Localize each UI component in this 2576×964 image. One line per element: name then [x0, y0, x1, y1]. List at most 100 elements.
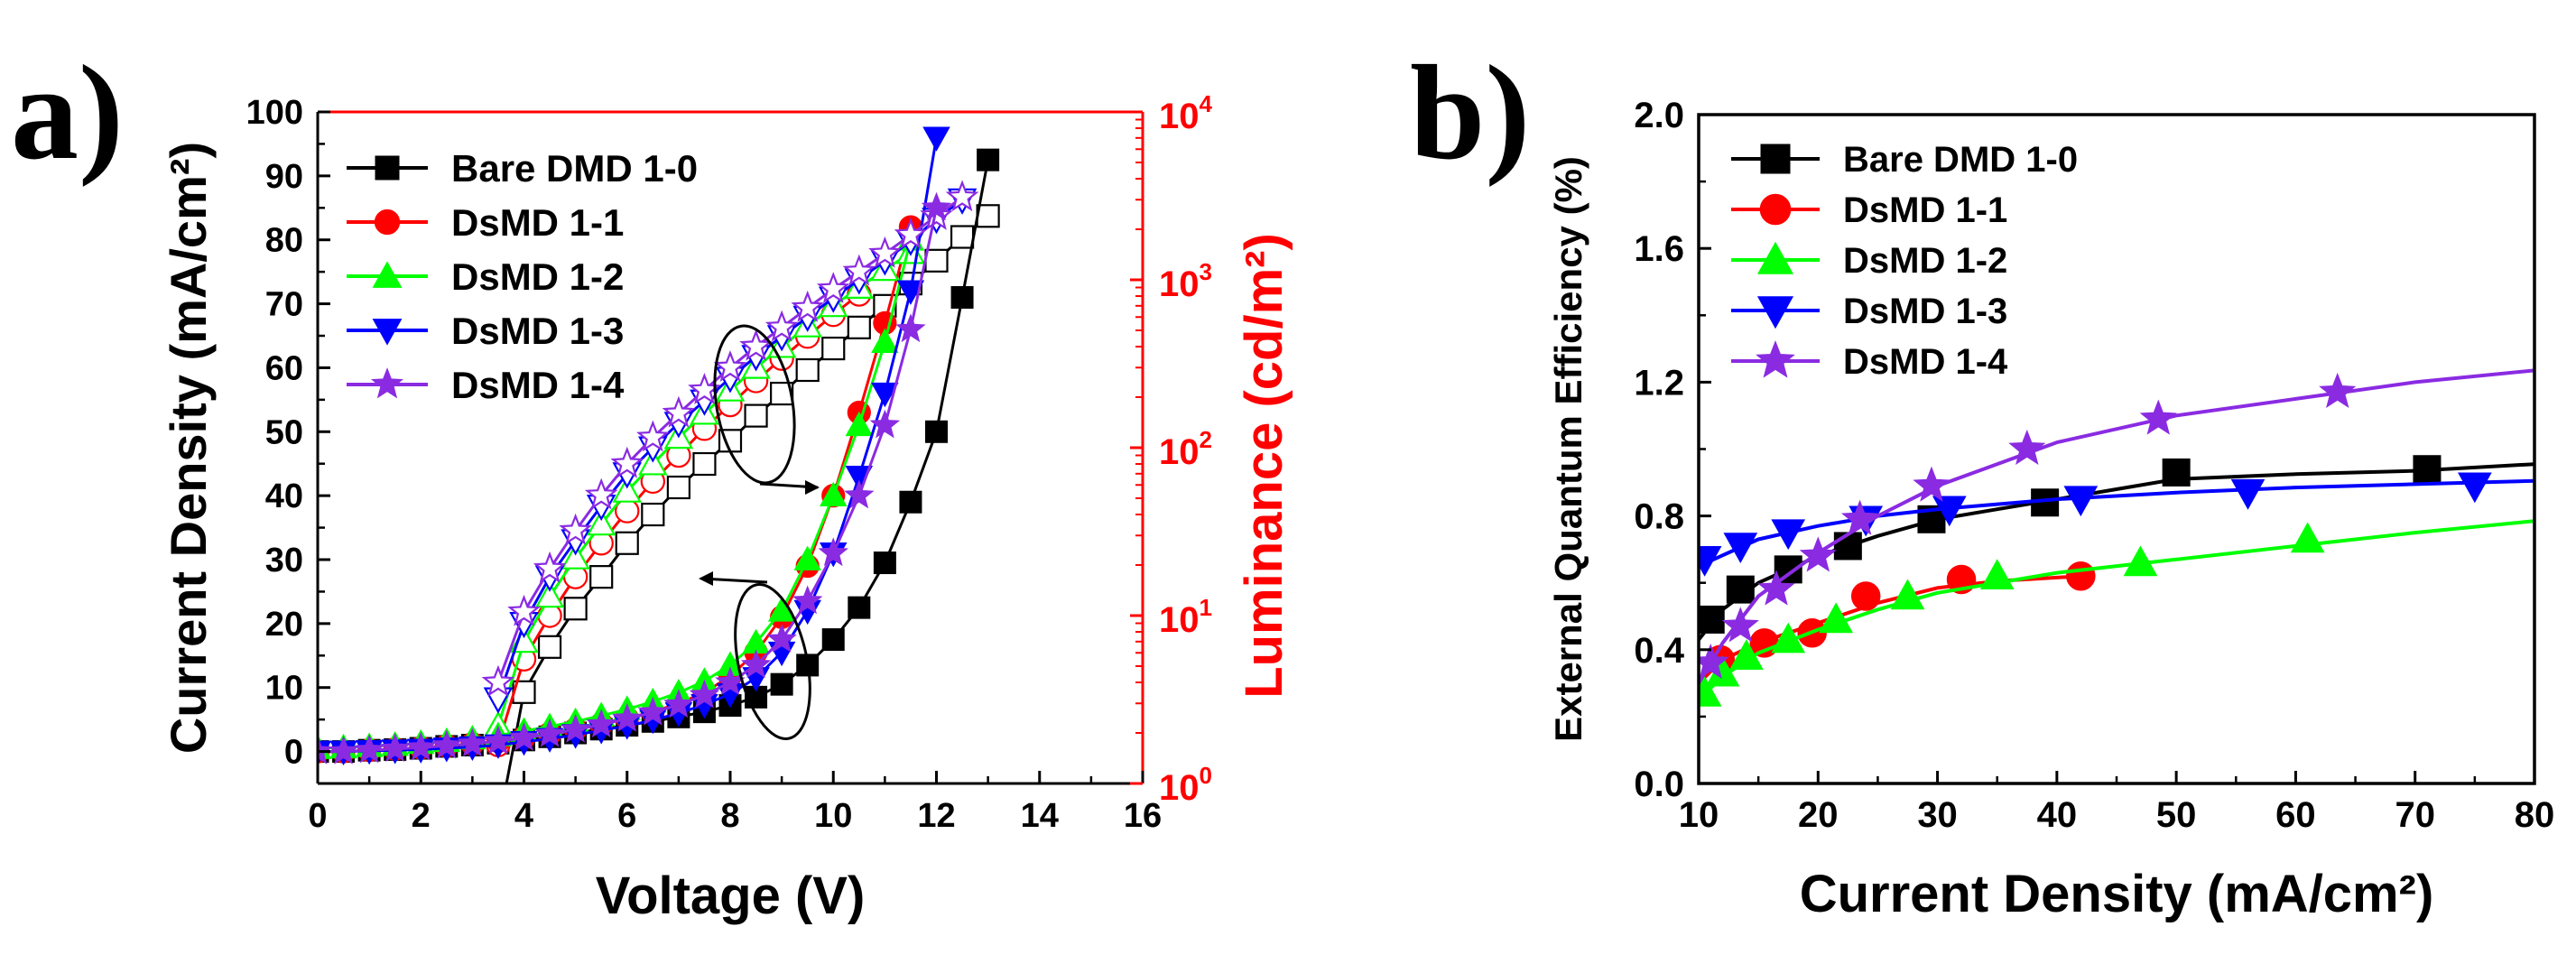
x-tick-label: 14	[1021, 797, 1059, 835]
current-density-point	[818, 537, 848, 567]
legend-marker	[372, 319, 403, 346]
current-density-point	[740, 649, 772, 679]
luminance-point	[842, 254, 876, 286]
luminance-point	[666, 475, 690, 500]
eqe-point	[2139, 399, 2177, 435]
legend-marker	[1760, 144, 1791, 174]
eqe-point	[1932, 496, 1967, 527]
eqe-point	[1819, 602, 1853, 634]
arrow-head-right	[805, 480, 820, 495]
annotation-ellipse	[713, 324, 796, 485]
current-density-point	[873, 552, 896, 575]
legend-marker	[370, 367, 404, 399]
eqe-point	[1699, 605, 1725, 634]
panel-a-annotations	[699, 324, 820, 740]
panel-b-label: b)	[1410, 38, 1530, 188]
luminance-point	[636, 420, 670, 452]
x-tick-label: 20	[1798, 795, 1839, 835]
luminance-point	[718, 429, 743, 453]
x-tick-label: 4	[514, 797, 533, 835]
plot-frame-b	[1697, 113, 2536, 785]
x-tick-label: 70	[2395, 795, 2435, 835]
eqe-point	[1726, 575, 1755, 604]
x-tick-label: 50	[2156, 795, 2197, 835]
luminance-point	[950, 225, 975, 249]
y-tick-label: 0	[284, 734, 303, 772]
x-tick-label: 30	[1917, 795, 1958, 835]
legend-label: DsMD 1-3	[451, 310, 624, 352]
x-tick-label: 16	[1124, 797, 1162, 835]
current-density-point	[637, 696, 669, 726]
legend-marker	[1756, 296, 1794, 329]
current-density-point	[689, 679, 720, 709]
eqe-point	[1721, 607, 1759, 643]
current-density-point	[871, 328, 899, 353]
y-tick-label: 80	[265, 222, 303, 260]
current-density-point	[612, 702, 643, 732]
luminance-point	[739, 329, 773, 361]
eqe-point	[2319, 372, 2357, 409]
series-b-star	[1699, 368, 2534, 684]
luminance-point	[976, 204, 1000, 228]
eqe-point	[1890, 579, 1925, 610]
y-tick-label: 70	[265, 286, 303, 324]
y-tick-label: 0.8	[1634, 497, 1684, 537]
current-density-point	[431, 729, 462, 759]
luminance-point	[662, 395, 696, 428]
current-density-point	[845, 411, 874, 437]
x-tick-label: 60	[2275, 795, 2316, 835]
eqe-point	[1723, 533, 1758, 563]
current-density-point	[793, 545, 821, 570]
y2-tick-label: 101	[1159, 594, 1212, 640]
luminance-point	[559, 513, 592, 545]
eqe-point	[1699, 675, 1722, 707]
eqe-point	[2290, 522, 2325, 553]
x-axis-title: Current Density (mA/cm²)	[1800, 865, 2434, 923]
luminance-point	[795, 357, 820, 383]
luminance-point	[924, 248, 949, 273]
current-density-point	[534, 718, 565, 747]
legend-marker	[1759, 193, 1792, 226]
eqe-point	[1833, 532, 1862, 561]
current-density-point	[792, 585, 823, 615]
x-tick-label: 12	[917, 797, 955, 835]
x-tick-label: 8	[720, 797, 739, 835]
legend-marker	[375, 155, 400, 181]
y-tick-label: 30	[265, 542, 303, 579]
series-a-star	[318, 180, 979, 765]
current-density-point	[925, 420, 948, 443]
current-density-line	[318, 137, 938, 754]
legend-label: DsMD 1-1	[451, 201, 624, 244]
luminance-point	[537, 635, 562, 659]
luminance-point	[692, 451, 717, 477]
luminance-point	[791, 290, 824, 322]
legend-label: DsMD 1-1	[1843, 190, 2007, 230]
y2-tick-label: 103	[1159, 258, 1212, 304]
luminance-point	[641, 502, 665, 527]
current-density-point	[328, 735, 359, 765]
legend-label: DsMD 1-3	[1843, 292, 2007, 331]
y-tick-label: 50	[265, 413, 303, 451]
legend-label: DsMD 1-2	[1843, 241, 2007, 281]
x-tick-label: 2	[412, 797, 431, 835]
luminance-point	[561, 542, 590, 570]
panel-a-plot-area	[318, 126, 1000, 783]
current-density-point	[844, 479, 875, 509]
y-tick-label: 0.0	[1634, 765, 1684, 804]
panel-b: b) 10 20 30 40 50 60 70 80 0.0 0.4 0.8 1.2 1.6 2.0 Curr…	[1410, 38, 2554, 923]
luminance-point	[816, 272, 850, 303]
panel-b-plot-area	[1699, 368, 2534, 707]
y-tick-label: 20	[265, 606, 303, 644]
legend-label: Bare DMD 1-0	[1843, 140, 2078, 180]
panel-a-label: a)	[11, 38, 124, 188]
current-density-point	[921, 191, 952, 221]
current-density-point	[766, 623, 797, 653]
current-density-point	[977, 148, 1000, 171]
current-density-point	[848, 596, 871, 619]
luminance-point	[615, 531, 639, 555]
eqe-point	[2162, 458, 2191, 487]
y-tick-label: 60	[265, 349, 303, 387]
luminance-point	[589, 565, 614, 589]
current-density-point	[869, 409, 901, 439]
